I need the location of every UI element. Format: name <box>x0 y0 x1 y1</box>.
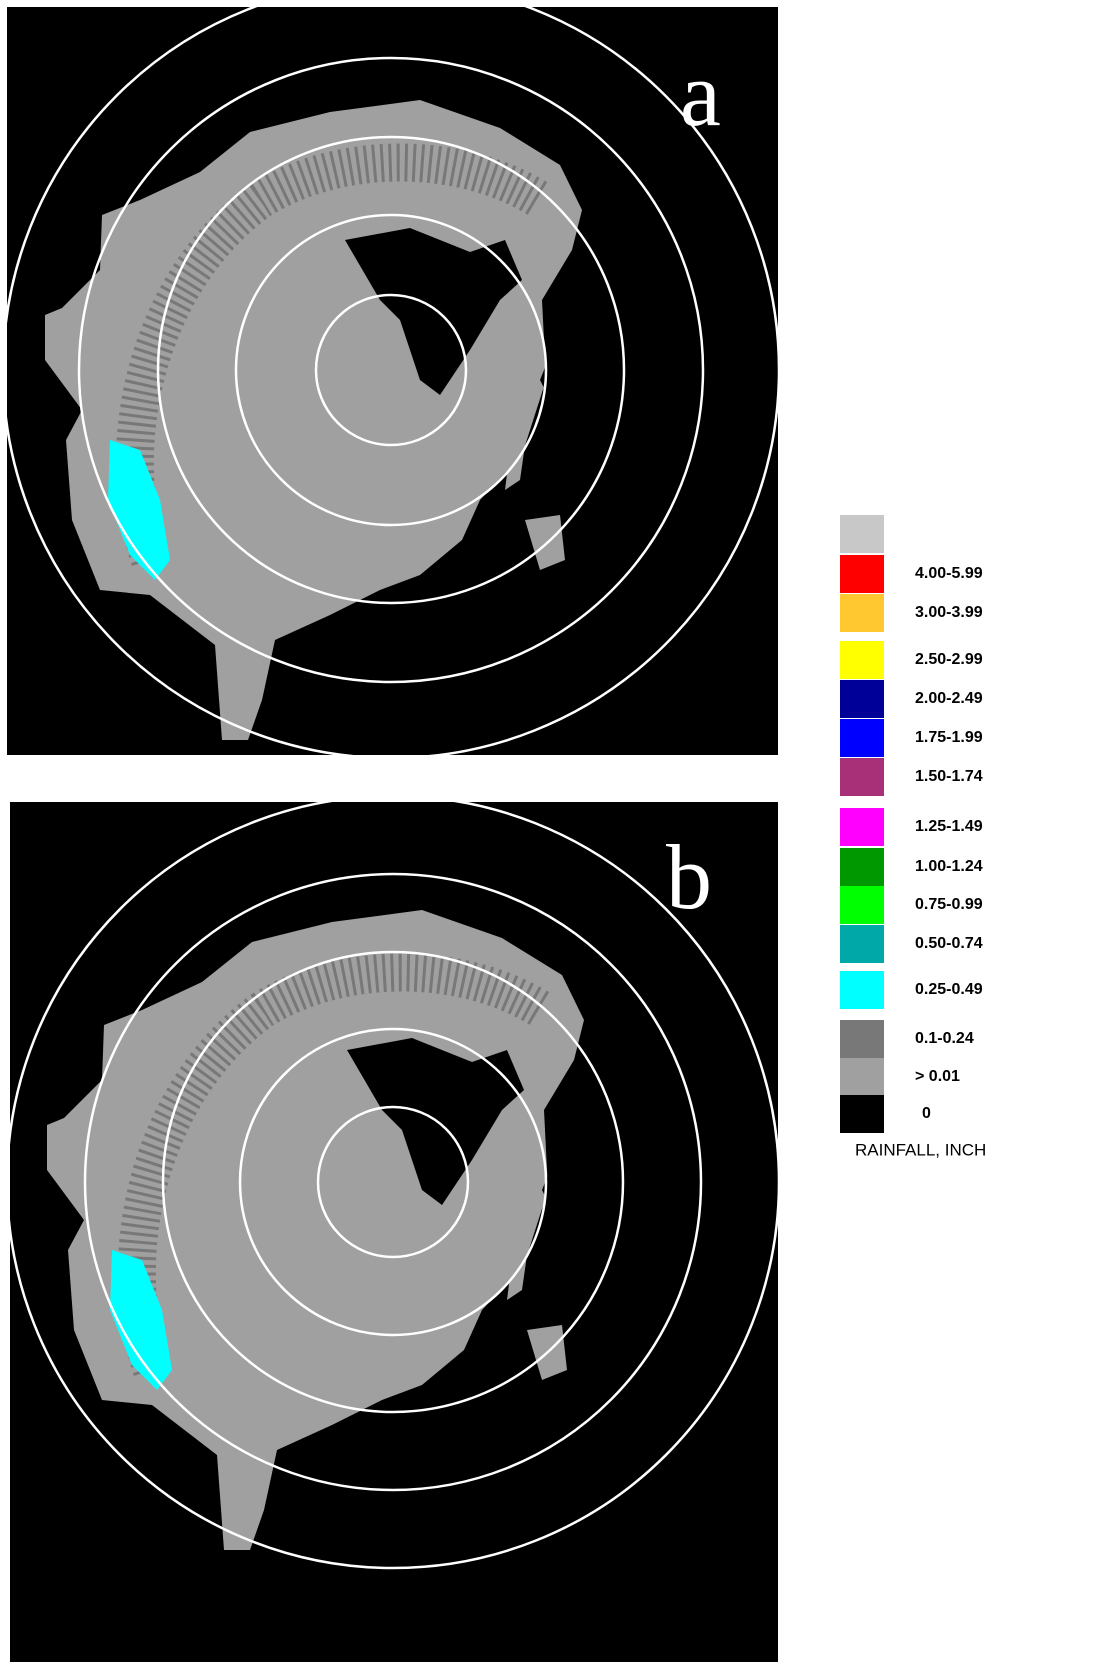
legend-label: 4.00-5.99 <box>915 565 983 582</box>
legend-label: 2.00-2.49 <box>915 690 983 707</box>
legend-label: 1.25-1.49 <box>915 818 983 835</box>
legend-label: 3.00-3.99 <box>915 604 983 621</box>
legend-label: 1.00-1.24 <box>915 858 983 875</box>
legend-label: 1.75-1.99 <box>915 729 983 746</box>
legend-swatch <box>840 1058 884 1096</box>
legend-swatch <box>840 515 884 553</box>
legend-swatch <box>840 1095 884 1133</box>
legend-title: RAINFALL, INCH <box>855 1140 986 1159</box>
legend-label: 0.25-0.49 <box>915 981 983 998</box>
legend-label: 2.50-2.99 <box>915 651 983 668</box>
legend-swatch <box>840 808 884 846</box>
legend-swatch <box>840 925 884 963</box>
legend-swatch <box>840 641 884 679</box>
legend-label: 0 <box>922 1105 931 1122</box>
legend-label: 0.1-0.24 <box>915 1030 974 1047</box>
legend-swatch <box>840 886 884 924</box>
legend-swatch <box>840 555 884 593</box>
legend-label: 0.50-0.74 <box>915 935 983 952</box>
legend-swatch <box>840 758 884 796</box>
legend-label: 1.50-1.74 <box>915 768 983 785</box>
figure: a b RAINFALL, INCH 4.00-5.99 3.00-3.99 2.5… <box>0 0 1119 1662</box>
legend-label: > 0.01 <box>915 1068 960 1085</box>
legend-label: 0.75-0.99 <box>915 896 983 913</box>
radar-panel-b: b <box>7 796 779 1662</box>
legend-swatch <box>840 1020 884 1058</box>
legend-swatch <box>840 848 884 886</box>
radar-panel-a: a <box>3 0 779 758</box>
legend-swatch <box>840 680 884 718</box>
legend-swatch <box>840 594 884 632</box>
legend-swatch <box>840 971 884 1009</box>
panel-label: b <box>666 826 712 928</box>
panel-label: a <box>680 43 721 145</box>
legend-swatch <box>840 719 884 757</box>
legend: RAINFALL, INCH 4.00-5.99 3.00-3.99 2.50-2.… <box>840 515 986 1159</box>
